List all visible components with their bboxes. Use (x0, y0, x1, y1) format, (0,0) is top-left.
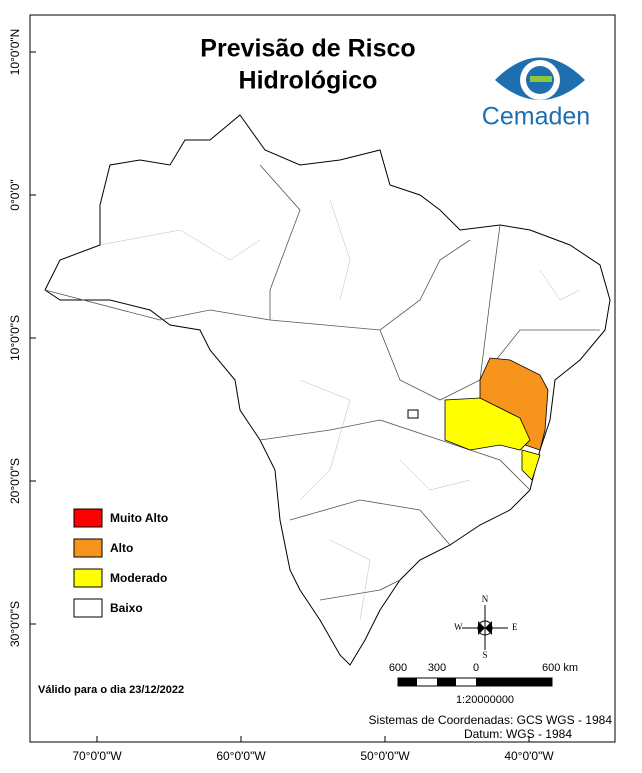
longitude-labels: 70°0'0"W 60°0'0"W 50°0'0"W 40°0'0"W (72, 736, 554, 763)
latitude-label: 10°0'0"S (8, 315, 22, 361)
legend-swatch (73, 538, 103, 558)
legend: Muito Alto Alto Moderado Baixo (73, 508, 168, 618)
scale-ratio: 1:20000000 (456, 694, 514, 706)
legend-label: Muito Alto (110, 511, 168, 525)
compass-e: E (512, 622, 518, 632)
datum: Datum: WGS - 1984 (464, 727, 572, 741)
latitude-labels: 10°0'0"N 0°0'0" 10°0'0"S 20°0'0"S 30°0'0"S (8, 29, 36, 647)
legend-label: Baixo (110, 601, 143, 615)
brazil-outline (44, 114, 611, 666)
logo-text: Cemaden (482, 103, 590, 131)
compass-n: N (482, 594, 489, 604)
scale-label: 600 (389, 662, 407, 674)
legend-swatch (73, 508, 103, 528)
logo: Cemaden (482, 57, 590, 131)
latitude-label: 10°0'0"N (8, 29, 22, 76)
longitude-label: 70°0'0"W (72, 749, 122, 763)
scale-label: 300 (428, 662, 446, 674)
risk-area-moderado (444, 397, 531, 451)
scale-label: 0 (473, 662, 479, 674)
title: Hidrológico (239, 67, 378, 95)
longitude-label: 60°0'0"W (216, 749, 266, 763)
latitude-label: 30°0'0"S (8, 601, 22, 647)
legend-label: Alto (110, 541, 133, 555)
title: Previsão de Risco (200, 35, 415, 63)
risk-area-moderado (521, 449, 541, 481)
municipal-borders (99, 199, 581, 621)
scale-bar: 600 300 0 600 km 1:20000000 (389, 662, 578, 706)
validity-date: Válido para o dia 23/12/2022 (38, 684, 184, 696)
legend-label: Moderado (110, 571, 167, 585)
compass-w: W (454, 622, 463, 632)
coordinate-system: Sistemas de Coordenadas: GCS WGS - 1984 (369, 713, 613, 727)
legend-swatch (73, 568, 103, 588)
compass: N S E W (454, 594, 518, 660)
state-borders (44, 164, 600, 601)
legend-swatch (73, 598, 103, 618)
federal-district (407, 409, 419, 419)
latitude-label: 0°0'0" (8, 179, 22, 210)
latitude-label: 20°0'0"S (8, 458, 22, 504)
scale-label: 600 km (542, 662, 578, 674)
longitude-label: 40°0'0"W (504, 749, 554, 763)
compass-s: S (482, 650, 487, 660)
longitude-label: 50°0'0"W (360, 749, 410, 763)
